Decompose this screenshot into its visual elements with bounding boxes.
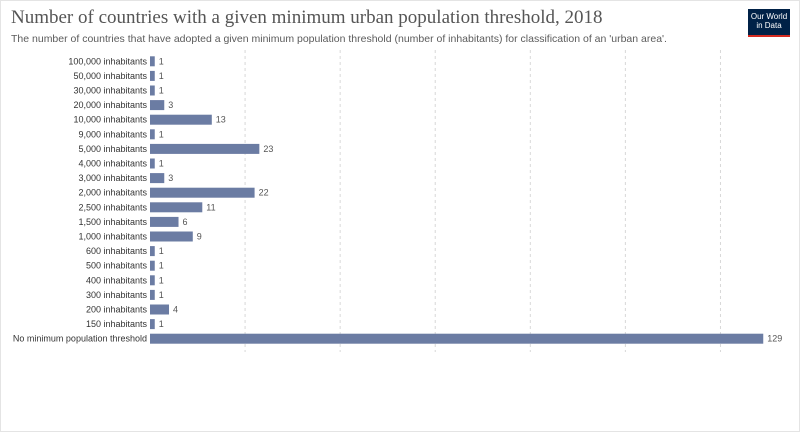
value-label: 1 [159,275,164,285]
value-label: 1 [159,56,164,66]
bar[interactable] [150,333,764,344]
bar[interactable] [150,129,155,140]
bar[interactable] [150,173,165,184]
value-label: 1 [159,71,164,81]
category-label: 5,000 inhabitants [78,144,147,154]
category-label: 150 inhabitants [86,319,148,329]
logo-accent-bar [748,35,790,37]
value-label: 1 [159,86,164,96]
value-label: 4 [173,305,178,315]
bar[interactable] [150,275,155,286]
chart-subtitle: The number of countries that have adopte… [11,33,667,45]
bar[interactable] [150,202,203,213]
bar[interactable] [150,319,155,330]
category-label: 50,000 inhabitants [73,71,147,81]
value-label: 1 [159,129,164,139]
bar[interactable] [150,260,155,271]
category-label: 1,500 inhabitants [78,217,147,227]
value-label: 3 [168,100,173,110]
owid-logo[interactable]: Our World in Data [748,9,790,35]
value-label: 9 [197,232,202,242]
category-label: 4,000 inhabitants [78,159,147,169]
logo-line-1: Our World [750,12,788,21]
category-label: 1,000 inhabitants [78,232,147,242]
value-label: 1 [159,261,164,271]
bar[interactable] [150,114,212,125]
value-label: 3 [168,173,173,183]
category-label: 10,000 inhabitants [73,115,147,125]
value-label: 1 [159,246,164,256]
logo-line-2: in Data [756,21,782,30]
category-label: 30,000 inhabitants [73,86,147,96]
category-label: 100,000 inhabitants [68,56,147,66]
bar[interactable] [150,246,155,257]
value-label: 1 [159,319,164,329]
value-label: 129 [767,334,782,344]
value-label: 22 [259,188,269,198]
bar[interactable] [150,100,165,111]
category-label: 2,000 inhabitants [78,188,147,198]
bar[interactable] [150,158,155,169]
bar[interactable] [150,70,155,81]
value-label: 1 [159,290,164,300]
category-label: 200 inhabitants [86,305,148,315]
bar[interactable] [150,85,155,96]
category-label: 300 inhabitants [86,290,148,300]
category-label: 9,000 inhabitants [78,129,147,139]
category-label: No minimum population threshold [13,334,147,344]
bar[interactable] [150,289,155,300]
value-label: 23 [263,144,273,154]
category-label: 500 inhabitants [86,261,148,271]
value-label: 1 [159,159,164,169]
category-label: 400 inhabitants [86,275,148,285]
value-label: 11 [206,202,215,212]
bar[interactable] [150,56,155,67]
bar[interactable] [150,187,255,198]
category-label: 3,000 inhabitants [78,173,147,183]
bar[interactable] [150,216,179,227]
bar[interactable] [150,304,170,315]
bar[interactable] [150,143,260,154]
category-label: 600 inhabitants [86,246,148,256]
category-label: 20,000 inhabitants [73,100,147,110]
value-label: 6 [183,217,188,227]
bar[interactable] [150,231,193,242]
value-label: 13 [216,115,226,125]
chart-title: Number of countries with a given minimum… [11,7,603,28]
category-label: 2,500 inhabitants [78,202,147,212]
